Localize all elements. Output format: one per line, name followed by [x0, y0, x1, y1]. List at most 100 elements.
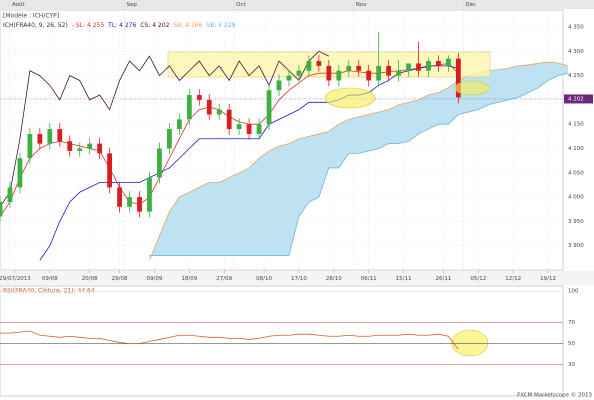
x-tick-label: 17/10 — [291, 276, 307, 282]
candle-body — [137, 197, 142, 212]
y-tick-label: 4 350 — [568, 25, 584, 31]
candle-body — [346, 65, 352, 71]
month-label: Oct — [236, 2, 246, 8]
x-tick-label: 12/12 — [505, 276, 521, 282]
y-tick-label: 3 900 — [568, 243, 584, 249]
x-tick-label: 27/09 — [216, 276, 232, 282]
candle-body — [206, 99, 212, 115]
candle-body — [416, 63, 421, 71]
candle-body — [37, 133, 43, 144]
chart-title: [Modèle : ICH/CYP] — [3, 13, 59, 20]
y-tick-label: 4 300 — [568, 49, 584, 55]
candle-body — [107, 153, 113, 188]
candle-body — [17, 158, 23, 188]
candle-body — [157, 148, 162, 178]
candle-body — [67, 141, 73, 151]
legend-indicator: ICH(FRA40, 9, 26, 52) — [3, 22, 68, 29]
y-tick-label: 3 950 — [568, 219, 584, 225]
candle-body — [376, 65, 382, 81]
legend-entry: TL: 4 276 — [107, 22, 136, 29]
x-tick-label: 06/11 — [361, 276, 377, 282]
x-tick-label: 18/09 — [181, 276, 197, 282]
candle-body — [176, 119, 182, 130]
candle-body — [7, 187, 13, 202]
candle-body — [87, 143, 93, 149]
legend-entry: - SL: 4 255 — [72, 22, 105, 29]
cloud-fill — [149, 62, 568, 261]
candle-body — [455, 58, 461, 98]
candle-body — [77, 148, 83, 151]
candle-body — [186, 95, 192, 120]
candle-body — [316, 61, 322, 66]
candle-body — [166, 129, 172, 149]
x-tick-label: 28/10 — [326, 276, 342, 282]
last-price-label: 4 202 — [568, 96, 584, 102]
candle-body — [97, 143, 103, 154]
month-label: Déc — [465, 1, 476, 8]
last-price-marker — [564, 94, 593, 104]
candle-body — [306, 61, 312, 71]
month-label: Sep — [127, 2, 138, 8]
highlight-ellipse — [454, 80, 490, 96]
rsi-tick-label: 100 — [568, 289, 579, 295]
month-label: Nov — [356, 2, 367, 8]
y-tick-label: 4 050 — [568, 170, 584, 176]
legend-entry: CS: 4 202 — [140, 22, 169, 29]
candle-body — [256, 124, 262, 134]
legend-entry: SB: 4 229 — [206, 22, 235, 29]
candle-body — [196, 95, 202, 100]
candle-body — [436, 61, 441, 66]
x-tick-label: 29/07/2013 — [0, 276, 31, 282]
candle-body — [446, 58, 451, 66]
indicator-line — [149, 61, 569, 261]
highlight-ellipse — [451, 329, 489, 357]
candle-body — [266, 90, 272, 125]
candle-body — [386, 65, 392, 76]
candle-body — [236, 124, 242, 130]
candle-body — [147, 177, 152, 212]
rsi-line — [0, 330, 459, 350]
y-tick-label: 4 000 — [568, 195, 584, 201]
legend: ICH(FRA40, 9, 26, 52) - SL: 4 255 TL: 4 27… — [3, 22, 236, 29]
candle-body — [336, 70, 342, 81]
highlight-ellipse — [324, 87, 376, 109]
x-tick-label: 29/08 — [112, 276, 128, 282]
candle-body — [426, 61, 431, 71]
x-tick-label: 26/11 — [435, 276, 451, 282]
x-tick-label: 09/08 — [42, 276, 58, 282]
y-tick-label: 4 150 — [568, 122, 584, 128]
candle-body — [286, 75, 292, 81]
candle-body — [0, 201, 3, 217]
source: FXCM Marketscope © 2013 — [517, 392, 592, 399]
data-layer — [0, 31, 461, 261]
candle-body — [117, 187, 122, 207]
rsi-tick-label: 50 — [568, 341, 575, 347]
candle-body — [127, 197, 132, 207]
candle-body — [296, 70, 302, 76]
rsi-tick-label: 30 — [568, 362, 575, 368]
candle-body — [406, 63, 411, 71]
candle-body — [47, 129, 53, 144]
candle-body — [276, 80, 282, 91]
candle-body — [226, 109, 232, 130]
indicator-line — [0, 50, 330, 208]
candle-body — [396, 70, 401, 76]
x-tick-label: 08/10 — [256, 276, 272, 282]
month-label: Août — [12, 1, 26, 8]
under-layer — [0, 0, 569, 270]
candle-body — [57, 129, 63, 142]
date-strip — [0, 271, 594, 285]
candle-body — [216, 109, 222, 115]
candle-body — [356, 65, 362, 71]
x-tick-label: 05/12 — [470, 276, 486, 282]
x-tick-label: 20/08 — [82, 276, 98, 282]
x-tick-label: 15/11 — [396, 276, 412, 282]
month-strip — [0, 0, 594, 9]
indicator-line — [149, 72, 569, 256]
rsi-tick-label: 70 — [568, 320, 575, 326]
x-tick-label: 09/09 — [147, 276, 163, 282]
legend-entry: SA: 4 266 — [173, 22, 202, 29]
x-tick-label: 19/12 — [540, 276, 556, 282]
y-tick-label: 4 100 — [568, 146, 584, 152]
candle-body — [246, 124, 252, 134]
